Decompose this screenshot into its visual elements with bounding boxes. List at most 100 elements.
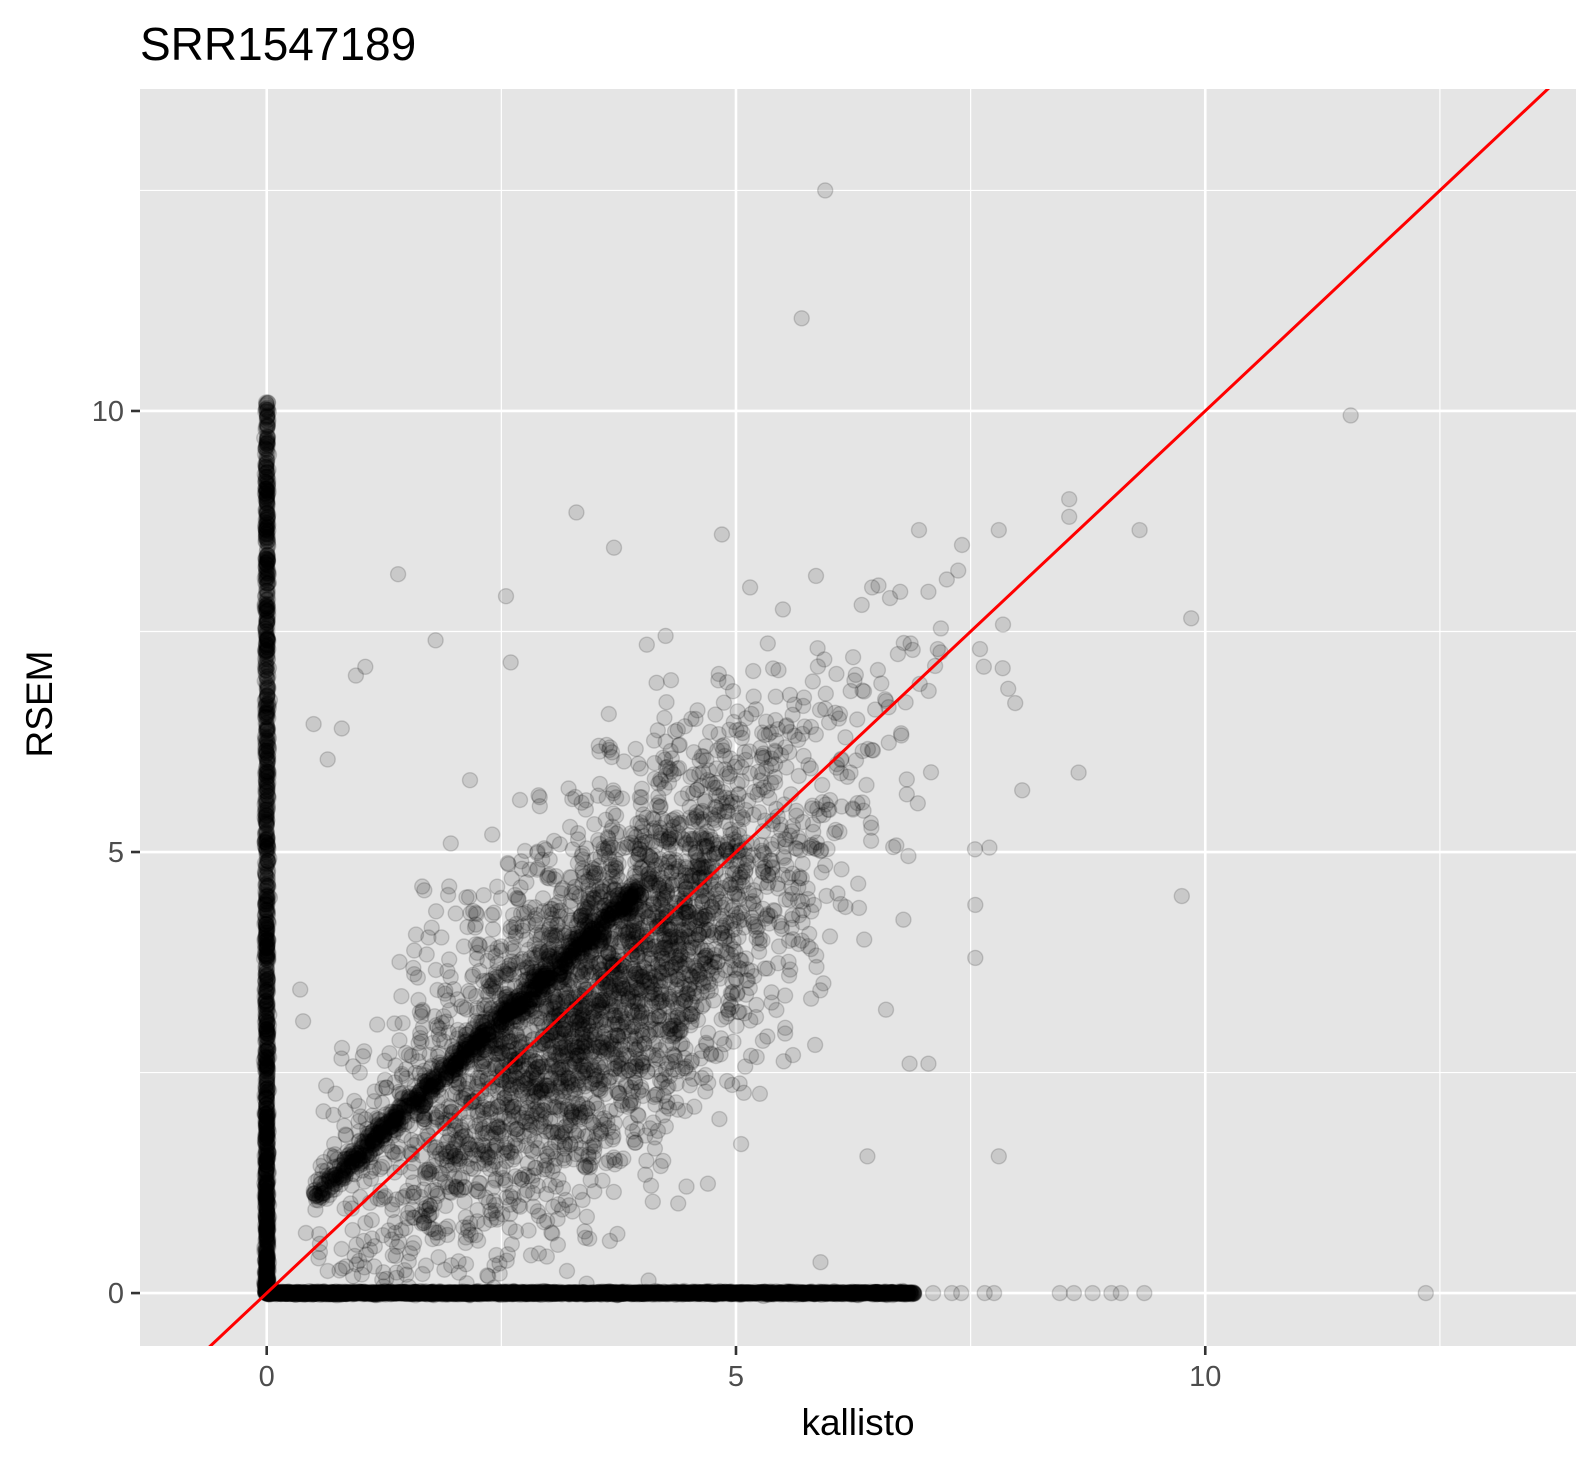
scatter-point bbox=[347, 667, 365, 684]
scatter-point bbox=[456, 1179, 473, 1196]
scatter-point bbox=[628, 922, 646, 939]
scatter-point bbox=[567, 1054, 585, 1072]
scatter-point bbox=[550, 1070, 567, 1088]
scatter-point bbox=[348, 1236, 365, 1254]
scatter-point bbox=[521, 1116, 538, 1133]
scatter-point bbox=[597, 1132, 614, 1150]
scatter-point bbox=[507, 1168, 524, 1185]
scatter-point bbox=[545, 964, 562, 981]
scatter-point bbox=[731, 869, 748, 886]
scatter-point bbox=[582, 1023, 599, 1040]
scatter-point bbox=[444, 1055, 461, 1073]
scatter-point bbox=[581, 1230, 598, 1247]
scatter-point bbox=[706, 845, 723, 863]
scatter-point bbox=[505, 965, 523, 983]
scatter-point bbox=[575, 907, 593, 924]
scatter-point bbox=[602, 978, 619, 995]
scatter-point bbox=[511, 991, 529, 1008]
scatter-point bbox=[408, 1087, 426, 1105]
scatter-point bbox=[655, 1087, 672, 1105]
scatter-point bbox=[853, 596, 870, 614]
scatter-point bbox=[592, 1110, 609, 1128]
scatter-point bbox=[629, 1050, 646, 1068]
scatter-point bbox=[528, 1075, 545, 1093]
scatter-point bbox=[429, 1229, 447, 1247]
scatter-point bbox=[714, 919, 731, 936]
scatter-point bbox=[741, 979, 758, 997]
scatter-point bbox=[524, 1184, 542, 1202]
scatter-point bbox=[439, 1226, 456, 1244]
scatter-point bbox=[892, 725, 910, 742]
scatter-point bbox=[451, 1148, 468, 1165]
scatter-point bbox=[527, 1077, 544, 1095]
scatter-point bbox=[671, 1021, 689, 1039]
scatter-point bbox=[626, 1069, 643, 1087]
scatter-point bbox=[540, 870, 558, 887]
scatter-point bbox=[601, 1232, 619, 1250]
scatter-point bbox=[770, 938, 788, 955]
scatter-point bbox=[506, 1008, 523, 1026]
scatter-point bbox=[729, 909, 746, 926]
scatter-point bbox=[357, 1111, 374, 1128]
scatter-point bbox=[475, 1013, 492, 1031]
scatter-point bbox=[814, 794, 831, 811]
scatter-point bbox=[604, 818, 621, 835]
scatter-point bbox=[552, 1100, 569, 1118]
scatter-point bbox=[594, 909, 611, 926]
scatter-point bbox=[673, 790, 690, 807]
scatter-point bbox=[831, 705, 849, 723]
scatter-point bbox=[577, 999, 595, 1017]
scatter-point bbox=[659, 1055, 676, 1072]
scatter-point bbox=[434, 1150, 451, 1167]
scatter-point bbox=[770, 662, 787, 679]
scatter-point bbox=[333, 1039, 351, 1057]
scatter-point bbox=[981, 839, 998, 856]
scatter-point bbox=[692, 826, 710, 843]
scatter-point bbox=[725, 941, 742, 958]
scatter-point bbox=[560, 1020, 577, 1038]
scatter-point bbox=[552, 1041, 569, 1058]
scatter-point bbox=[784, 931, 802, 948]
scatter-point bbox=[632, 1078, 650, 1096]
scatter-point bbox=[538, 1248, 555, 1265]
scatter-point bbox=[489, 1082, 506, 1100]
scatter-point bbox=[382, 1124, 399, 1141]
scatter-point bbox=[494, 1205, 511, 1223]
scatter-point bbox=[512, 879, 529, 896]
scatter-point bbox=[805, 823, 822, 841]
scatter-point bbox=[929, 640, 946, 658]
scatter-point bbox=[454, 1169, 471, 1186]
scatter-point bbox=[502, 654, 519, 671]
scatter-point bbox=[641, 875, 658, 892]
scatter-point bbox=[508, 924, 525, 941]
scatter-point bbox=[788, 807, 805, 824]
scatter-point bbox=[655, 1107, 672, 1124]
scatter-point bbox=[622, 898, 639, 916]
scatter-point bbox=[602, 930, 619, 947]
scatter-point bbox=[741, 765, 759, 782]
scatter-point bbox=[749, 918, 767, 936]
scatter-point bbox=[406, 942, 423, 959]
scatter-point bbox=[632, 865, 649, 882]
scatter-point bbox=[294, 1013, 312, 1030]
scatter-point bbox=[632, 760, 649, 777]
scatter-point bbox=[616, 980, 634, 997]
scatter-point bbox=[499, 854, 516, 872]
scatter-point bbox=[730, 852, 748, 869]
scatter-point bbox=[600, 830, 617, 847]
scatter-point bbox=[605, 1128, 622, 1146]
scatter-point bbox=[348, 1256, 365, 1273]
scatter-point bbox=[574, 1191, 591, 1209]
scatter-point bbox=[315, 1103, 332, 1120]
scatter-point bbox=[490, 1098, 507, 1115]
scatter-point bbox=[537, 957, 554, 975]
scatter-point bbox=[468, 1000, 486, 1017]
scatter-point bbox=[629, 815, 646, 832]
scatter-point bbox=[425, 1220, 442, 1238]
scatter-point bbox=[595, 925, 612, 943]
scatter-point bbox=[633, 1003, 650, 1020]
scatter-point bbox=[492, 889, 510, 907]
scatter-point bbox=[657, 939, 674, 956]
scatter-point bbox=[499, 1246, 516, 1263]
